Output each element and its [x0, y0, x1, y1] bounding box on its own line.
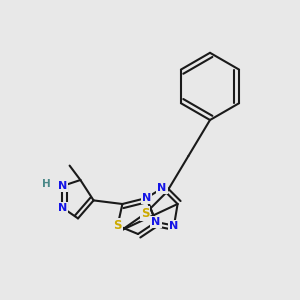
Text: N: N — [58, 202, 67, 213]
Text: S: S — [141, 207, 149, 220]
Text: H: H — [42, 178, 51, 189]
Text: N: N — [158, 183, 166, 194]
Text: N: N — [169, 220, 178, 231]
Text: N: N — [58, 181, 67, 191]
Text: N: N — [152, 217, 160, 227]
Text: N: N — [142, 193, 151, 203]
Text: S: S — [113, 219, 122, 232]
